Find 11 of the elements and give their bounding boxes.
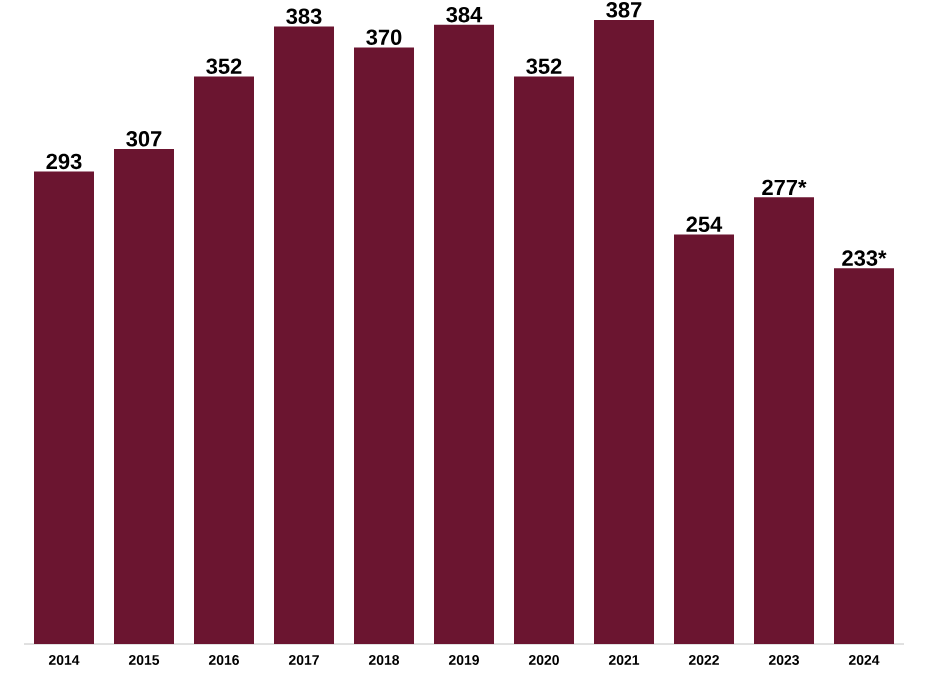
data-label: 293 <box>46 153 82 170</box>
data-label: 352 <box>526 58 562 75</box>
data-label: 383 <box>286 8 322 25</box>
data-label: 352 <box>206 58 242 75</box>
data-label: 233* <box>842 250 887 266</box>
data-label: 370 <box>366 29 402 45</box>
data-label: 307 <box>126 131 162 147</box>
data-label: 277* <box>762 179 807 195</box>
data-label: 384 <box>446 6 483 23</box>
data-label: 254 <box>686 216 723 233</box>
data-label: 387 <box>606 2 642 18</box>
